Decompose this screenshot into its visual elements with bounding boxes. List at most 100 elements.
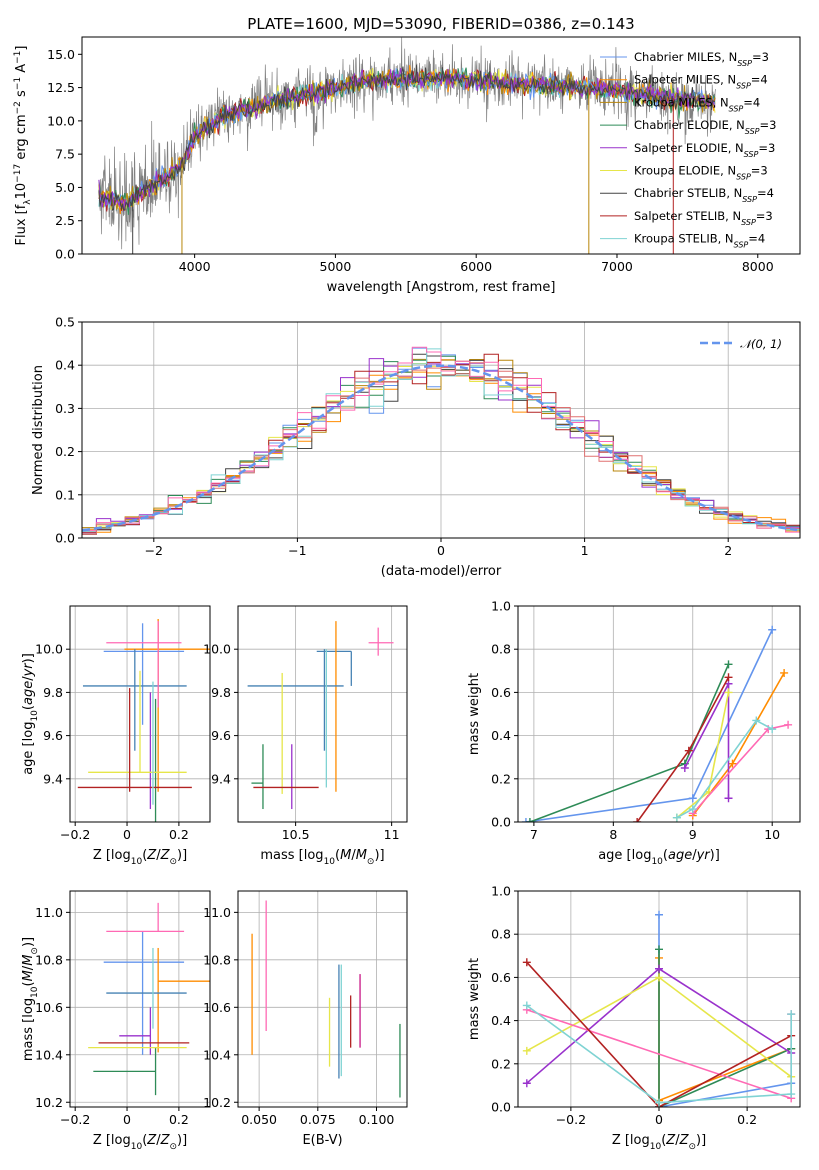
label-part: E(B-V)	[302, 1133, 342, 1148]
label-part: (	[142, 848, 147, 863]
data-point	[247, 649, 344, 751]
y-tick-label: 10.4	[203, 1047, 231, 1062]
panel-mass-vs-Z: −0.2 0 0.210.210.410.610.811.0Z [log10(Z/Z…	[21, 890, 211, 1152]
plot-area-age-vs-Z	[77, 618, 210, 822]
label-part: /	[21, 676, 36, 681]
y-tick-label: 11.0	[203, 905, 231, 920]
data-point	[93, 1047, 157, 1096]
label-part: M	[21, 970, 36, 981]
weight-marker	[768, 625, 777, 634]
y-tick-label: 9.4	[43, 771, 63, 786]
y-tick-label: 9.4	[211, 771, 231, 786]
weight-marker	[680, 764, 689, 772]
x-tick-label: 7	[530, 827, 538, 842]
y-tick-label: 1.0	[491, 884, 511, 899]
label-part: /	[351, 848, 356, 863]
axes-frame	[237, 605, 408, 823]
label-part: s	[14, 90, 29, 101]
y-tick-label: 10.6	[203, 1000, 231, 1015]
data-point	[82, 649, 187, 751]
y-tick-label: 0.2	[491, 1056, 511, 1071]
label-part: 10	[30, 986, 40, 998]
y-tick-label: 9.6	[43, 728, 63, 743]
panel-age-vs-Z: −0.2 0 0.29.49.69.810.0Z [log10(Z/Z⊙)]age …	[21, 605, 211, 867]
legend-model-name: Salpeter ELODIE, N	[634, 141, 744, 155]
label-part: )]	[177, 1133, 187, 1148]
weight-marker	[684, 746, 693, 755]
label-part: −1	[13, 51, 23, 64]
label-part: )]	[374, 848, 384, 863]
label-part: M	[340, 848, 351, 863]
weight-marker	[728, 759, 737, 768]
x-tick-label: 0	[123, 827, 131, 842]
label-part: wavelength [Angstrom, rest frame]	[327, 280, 556, 295]
legend-nssp: =4	[748, 232, 765, 246]
label-part: /	[675, 1133, 680, 1148]
legend-entry: Salpeter STELIB, NSSP=3	[634, 209, 773, 227]
label-part: )]	[177, 848, 187, 863]
weight-marker	[522, 958, 531, 967]
label-part: ⊙	[30, 947, 40, 955]
data-point	[157, 947, 210, 1053]
y-tick-label: 0.1	[55, 487, 75, 502]
legend-nssp: =3	[752, 50, 769, 64]
gridlines	[518, 605, 800, 823]
plot-area-massweight-vs-age	[521, 625, 793, 822]
x-tick-label: 8	[609, 827, 617, 842]
y-tick-label: 2.5	[55, 213, 75, 228]
x-tick-label: 0.2	[169, 1112, 189, 1127]
weight-marker	[724, 673, 733, 682]
weight-marker	[655, 964, 663, 973]
label-part: (data-model)/error	[381, 564, 502, 579]
label-part: 10	[131, 1142, 143, 1152]
weight-marker	[522, 1079, 531, 1088]
label-part: Z [log	[93, 1133, 131, 1148]
data-point	[368, 627, 394, 656]
weight-marker	[655, 973, 663, 982]
weight-marker	[780, 668, 789, 677]
y-tick-label: 0.6	[491, 970, 511, 985]
label-part: )]	[21, 937, 36, 947]
legend-subscript: SSP	[736, 81, 751, 90]
weight-series	[680, 679, 733, 803]
weight-marker	[784, 720, 793, 729]
weight-series	[521, 625, 777, 822]
label-part: −1	[13, 77, 23, 90]
y-axis-label: mass weight	[467, 958, 482, 1040]
axes-frame	[69, 605, 211, 823]
x-tick-label: −2	[145, 543, 163, 558]
legend-entry: Kroupa MILES, NSSP=4	[634, 95, 760, 113]
y-tick-label: 9.8	[211, 685, 231, 700]
label-part: age	[21, 681, 36, 705]
label-part: (	[661, 1133, 666, 1148]
x-tick-label: 0	[123, 1112, 131, 1127]
weight-marker	[522, 1001, 531, 1010]
y-tick-label: 0.0	[55, 531, 75, 546]
x-axis-label: wavelength [Angstrom, rest frame]	[327, 280, 556, 295]
gridlines	[238, 891, 407, 1107]
weight-series	[655, 953, 796, 1105]
y-tick-label: 7.5	[55, 147, 75, 162]
x-axis-label: Z [log10(Z/Z⊙)]	[93, 1133, 187, 1152]
y-tick-label: 10.6	[35, 1000, 63, 1015]
weight-line	[529, 663, 730, 822]
label-part: 10	[131, 857, 143, 867]
plot-area-massweight-vs-Z	[522, 910, 796, 1107]
y-tick-label: 10.4	[35, 1047, 63, 1062]
legend-model-name: Kroupa STELIB, N	[634, 232, 734, 246]
plot-area-residuals	[82, 346, 800, 535]
label-part: 10	[324, 857, 336, 867]
legend-subscript: SSP	[742, 195, 757, 204]
plot-area-mass-vs-EBV	[251, 900, 401, 1098]
legend-model-name: Chabrier MILES, N	[634, 50, 737, 64]
axes-frame	[81, 36, 801, 255]
y-axis-label: Flux [fλ10−17 erg cm−2 s−1 A−1]	[13, 46, 33, 246]
x-tick-label: 0.2	[169, 827, 189, 842]
weight-marker	[688, 794, 697, 803]
panel-massweight-vs-Z: −0.2 0 0.20.00.20.40.60.81.0Z [log10(Z/Z⊙)…	[467, 884, 801, 1152]
weight-marker	[522, 1046, 531, 1055]
data-point	[88, 670, 187, 773]
label-part: −17	[13, 164, 23, 183]
weight-marker	[525, 818, 534, 822]
